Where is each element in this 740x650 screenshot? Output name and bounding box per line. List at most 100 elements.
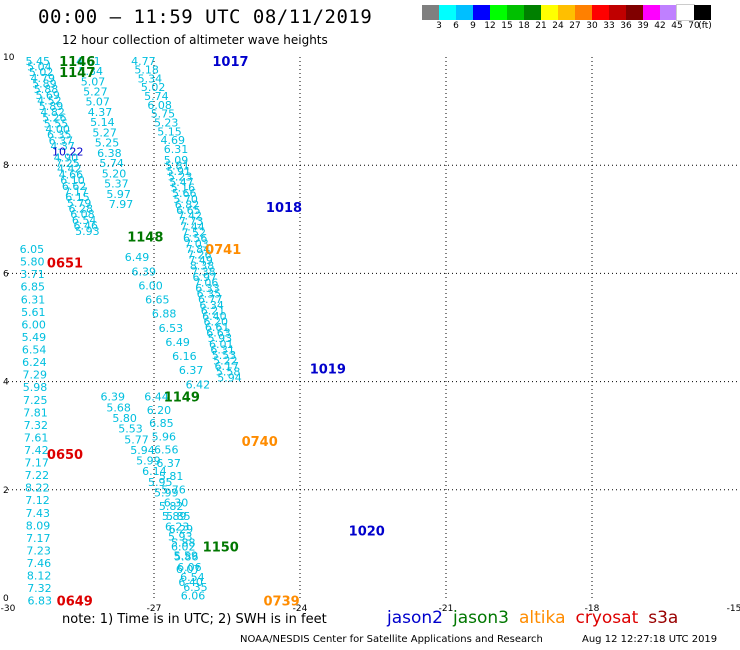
wave-height-value: 6.31 <box>210 343 235 356</box>
wave-height-value: 6.00 <box>21 318 46 331</box>
wave-height-value: 6.10 <box>60 174 85 187</box>
wave-height-value: 4.42 <box>57 163 81 176</box>
wave-height-value: 6.61 <box>205 321 230 334</box>
wave-height-value: 6.02 <box>171 541 196 554</box>
wave-height-value: 5.91 <box>166 165 191 178</box>
wave-height-value: 6.39 <box>100 391 125 404</box>
wave-height-value: 6.46 <box>74 220 99 233</box>
wave-height-value: 4.90 <box>54 151 79 164</box>
wave-height-value: 7.61 <box>24 431 49 444</box>
wave-height-value: 7.46 <box>27 557 52 570</box>
color-swatch <box>609 5 626 20</box>
color-scale-label: 12 <box>484 21 496 31</box>
y-tick-label: 10 <box>3 53 15 63</box>
wave-height-value: 5.79 <box>67 197 92 210</box>
wave-height-value: 5.82 <box>159 500 184 513</box>
wave-height-value: 8.12 <box>27 570 52 583</box>
wave-height-value: 7.25 <box>23 394 48 407</box>
wave-height-value: 4.00 <box>45 123 70 136</box>
color-swatch <box>694 5 711 20</box>
wave-height-value: 6.30 <box>164 497 189 510</box>
wave-height-value: 5.09 <box>164 154 189 167</box>
wave-height-value: 7.44 <box>180 221 205 234</box>
wave-height-value: 7.38 <box>191 265 216 278</box>
x-tick-label: -21 <box>439 604 454 614</box>
footer-note: note: 1) Time is in UTC; 2) SWH is in fe… <box>62 612 327 627</box>
wave-height-value: 6.15 <box>65 191 90 204</box>
wave-height-value: 5.53 <box>118 423 143 436</box>
wave-height-value: 6.20 <box>204 316 229 329</box>
color-swatch <box>626 5 643 20</box>
wave-height-value: 5.45 <box>26 55 51 68</box>
wave-height-value: 6.05 <box>20 243 45 256</box>
map-title: 00:00 – 11:59 UTC 08/11/2019 <box>38 6 373 28</box>
wave-height-value: 6.44 <box>144 391 169 404</box>
wave-height-value: 5.14 <box>90 116 115 129</box>
wave-height-value: 5.59 <box>173 550 198 563</box>
wave-height-value: 5.98 <box>23 381 48 394</box>
wave-height-value: 6.35 <box>197 288 222 301</box>
wave-height-value: 6.56 <box>183 232 208 245</box>
wave-height-value: 7.23 <box>26 544 51 557</box>
wave-height-value: 4.52 <box>37 95 62 108</box>
wave-height-value: 5.94 <box>217 371 242 384</box>
wave-height-value: 6.42 <box>186 378 211 391</box>
wave-height-value: 6.35 <box>47 129 72 142</box>
wave-height-value: 5.69 <box>35 89 60 102</box>
wave-height-value: 8.22 <box>25 482 50 495</box>
wave-height-value: 7.43 <box>26 507 51 520</box>
wave-height-value: 7.22 <box>25 469 50 482</box>
wave-height-value: 5.97 <box>106 188 131 201</box>
wave-height-value: 6.00 <box>138 279 163 292</box>
wave-height-value: 6.54 <box>72 214 97 227</box>
wave-height-value: 6.37 <box>49 134 74 147</box>
color-swatch <box>439 5 456 20</box>
wave-height-value: 7.25 <box>55 157 80 170</box>
legend-item-jason2: jason2 <box>387 608 443 628</box>
color-swatch <box>592 5 609 20</box>
wave-height-value: 6.88 <box>152 308 177 321</box>
color-swatch <box>422 5 439 20</box>
wave-height-value: 6.31 <box>21 293 46 306</box>
wave-height-value: 4.61 <box>76 55 101 68</box>
wave-height-value: 7.81 <box>23 406 48 419</box>
wave-height-value: 6.14 <box>142 465 167 478</box>
wave-height-value: 6.21 <box>201 304 226 317</box>
x-tick-label: -15 <box>727 604 740 614</box>
wave-height-value: 5.93 <box>168 530 193 543</box>
wave-height-value: 5.74 <box>144 90 169 103</box>
wave-height-value: 5.88 <box>171 536 196 549</box>
wave-height-value: 6.16 <box>172 350 197 363</box>
wave-height-value: 6.56 <box>154 444 179 457</box>
wave-height-value: 5.99 <box>154 487 179 500</box>
wave-height-value: 6.77 <box>198 293 223 306</box>
color-scale-labels: 3 6 9 12 15 18 21 24 27 30 33 36 39 42 45 70 (ft) <box>422 21 740 33</box>
wave-height-value: 7.52 <box>182 226 207 239</box>
wave-height-value: 6.83 <box>27 595 52 608</box>
wave-height-value: 5.07 <box>81 75 106 88</box>
wave-height-value: 5.99 <box>136 455 161 468</box>
color-scale-label: (ft) <box>698 21 712 31</box>
color-scale-label: 15 <box>501 21 513 31</box>
axis-ticks: -30 -27 -24 -21 -18 -15 0 2 4 6 8 10 <box>1 53 740 614</box>
wave-height-value: 5.89 <box>32 78 57 91</box>
color-swatch <box>676 4 695 21</box>
wave-height-value: 7.17 <box>24 457 49 470</box>
wave-height-value: 6.62 <box>62 180 87 193</box>
wave-height-value: 6.39 <box>132 265 157 278</box>
wave-height-value: 7.03 <box>184 237 209 250</box>
wave-height-value: 5.34 <box>78 65 103 78</box>
color-scale-label: 21 <box>535 21 547 31</box>
wave-height-value: 7.17 <box>26 532 51 545</box>
wave-height-value: 7.42 <box>24 444 49 457</box>
wave-height-value: 6.54 <box>180 571 205 584</box>
pass-time-label: 1147 <box>59 66 95 81</box>
pass-time-label: 0651 <box>47 257 83 272</box>
wave-height-value: 4.82 <box>40 106 65 119</box>
pass-time-label: 1148 <box>127 231 163 246</box>
wave-height-value: 7.26 <box>187 249 212 262</box>
wave-height-value: 7.29 <box>22 369 47 382</box>
color-swatch <box>575 5 592 20</box>
